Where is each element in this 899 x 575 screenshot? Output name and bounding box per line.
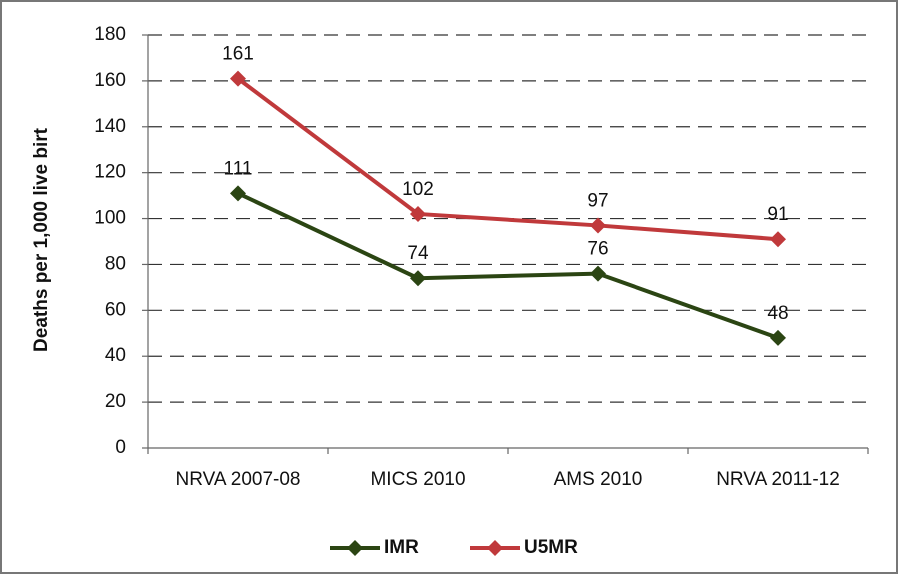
legend-label: U5MR [524,537,578,558]
data-label: 48 [767,303,788,324]
point-marker [230,185,246,202]
point-marker [590,217,606,234]
data-label: 161 [222,44,254,65]
point-marker [410,270,426,287]
point-marker [770,329,786,346]
y-tick-label: 60 [105,299,126,320]
legend-label: IMR [384,537,419,558]
point-marker [230,70,246,87]
x-tick-label: NRVA 2011-12 [716,469,840,490]
y-tick-label: 0 [115,437,126,458]
legend-marker [487,540,503,556]
data-label: 102 [402,179,434,200]
data-label: 91 [767,204,788,225]
series-line [236,76,779,242]
data-label: 74 [407,243,429,264]
legend-marker [347,540,363,556]
x-tick-label: MICS 2010 [370,469,465,490]
y-tick-label: 180 [94,24,126,45]
y-tick-label: 140 [94,116,126,137]
data-label: 76 [587,239,608,260]
point-marker [770,231,786,248]
data-label: 97 [587,190,608,211]
y-tick-label: 80 [105,253,126,274]
point-marker [410,205,426,222]
y-tick-label: 160 [94,70,126,91]
y-tick-label: 20 [105,391,126,412]
data-label: 111 [224,158,253,179]
y-tick-label: 100 [94,208,126,229]
point-marker [590,265,606,282]
x-tick-label: NRVA 2007-08 [176,469,301,490]
y-tick-label: 40 [105,345,126,366]
y-tick-label: 120 [94,162,126,183]
x-tick-label: AMS 2010 [554,469,643,490]
y-axis-title: Deaths per 1,000 live birt [31,127,52,352]
series-line [237,191,779,340]
